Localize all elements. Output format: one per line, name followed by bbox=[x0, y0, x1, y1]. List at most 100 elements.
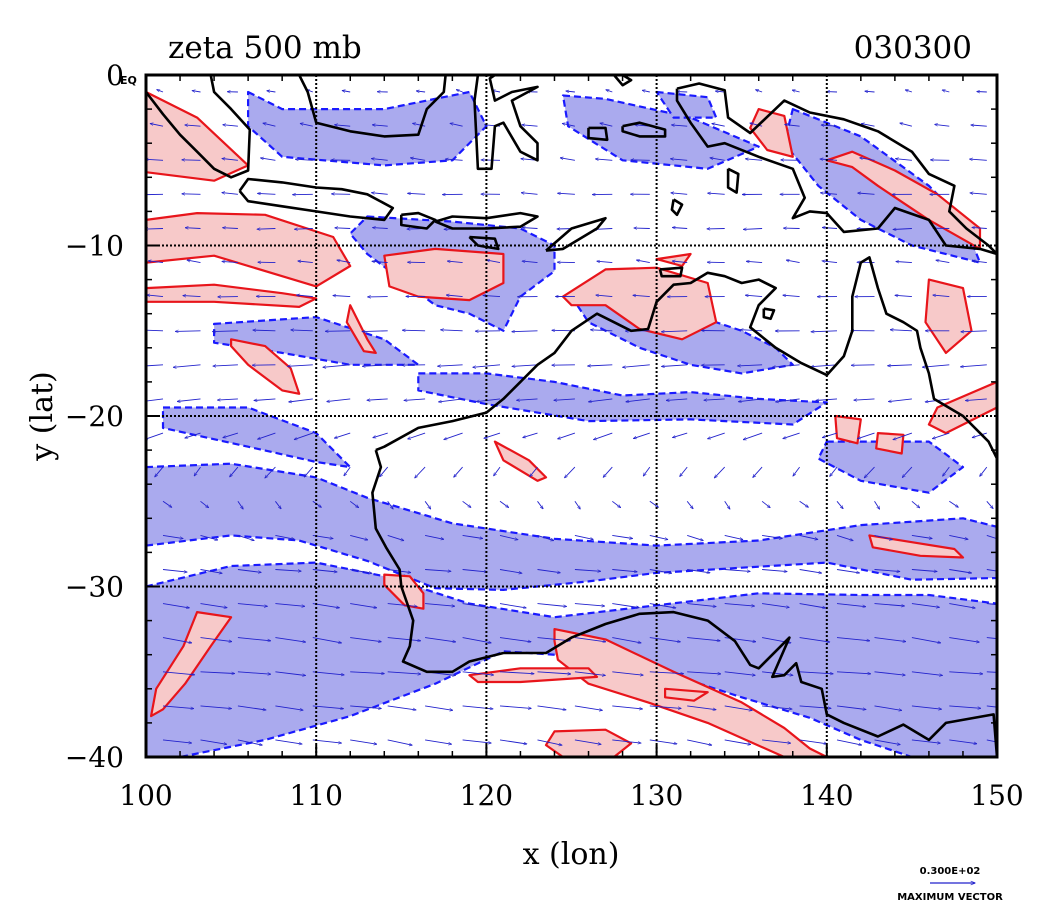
axis-ticks: 100 110 120 130 140 150 0 −10 −20 −30 −40 bbox=[65, 59, 1024, 812]
wind-vector bbox=[986, 534, 997, 540]
wind-vector bbox=[512, 364, 538, 367]
wind-vector bbox=[337, 260, 351, 264]
wind-vector bbox=[200, 671, 235, 674]
wind-vector bbox=[537, 569, 561, 573]
wind-vector bbox=[333, 296, 351, 297]
negative-region-11 bbox=[655, 90, 718, 119]
wind-vector bbox=[425, 739, 452, 744]
wind-vector bbox=[325, 331, 351, 332]
wind-vector bbox=[597, 261, 613, 262]
wind-vector bbox=[413, 123, 426, 127]
wind-vector bbox=[267, 91, 276, 92]
wind-vector bbox=[522, 125, 538, 126]
wind-vector bbox=[986, 671, 997, 673]
wind-vector bbox=[649, 671, 684, 674]
wind-vector bbox=[444, 432, 463, 440]
wind-vector bbox=[155, 466, 164, 477]
wind-vector bbox=[213, 365, 238, 366]
wind-vector bbox=[970, 193, 987, 194]
wind-vector bbox=[335, 125, 351, 126]
wind-vector bbox=[297, 295, 313, 298]
wind-vector bbox=[177, 398, 201, 402]
x-tick-label: 110 bbox=[289, 779, 342, 812]
wind-vector bbox=[911, 705, 942, 709]
wind-vector bbox=[537, 501, 544, 509]
wind-vector bbox=[237, 739, 263, 745]
wind-vector bbox=[162, 739, 192, 743]
wind-vector bbox=[626, 398, 650, 402]
wind-vector bbox=[237, 501, 243, 509]
wind-vector bbox=[743, 229, 763, 230]
wind-vector bbox=[612, 705, 642, 709]
wind-vector bbox=[200, 569, 223, 574]
wind-vector bbox=[595, 159, 613, 160]
wind-vector bbox=[762, 739, 791, 743]
wind-vector bbox=[686, 501, 693, 509]
wind-vector bbox=[888, 365, 912, 366]
wind-vector bbox=[574, 501, 580, 509]
wind-vector bbox=[265, 466, 276, 478]
wind-vector bbox=[799, 534, 818, 539]
wind-vector bbox=[762, 603, 789, 608]
wind-vector bbox=[275, 569, 301, 572]
wind-vector bbox=[603, 466, 613, 477]
wind-vector bbox=[261, 158, 276, 161]
wind-vector bbox=[537, 603, 567, 607]
wind-vector bbox=[258, 432, 276, 439]
wind-vector bbox=[762, 671, 793, 676]
wind-vector bbox=[334, 432, 351, 438]
wind-vector bbox=[612, 569, 637, 572]
wind-vector bbox=[439, 398, 463, 402]
wind-vector-field bbox=[146, 90, 997, 746]
wind-vector bbox=[799, 603, 826, 608]
wind-vector bbox=[289, 398, 313, 402]
wind-vector bbox=[200, 739, 227, 744]
wind-vector bbox=[213, 331, 238, 332]
wind-vector bbox=[537, 705, 567, 710]
wind-vector bbox=[162, 705, 194, 709]
wind-vector bbox=[986, 739, 997, 743]
x-tick-label: 140 bbox=[800, 779, 853, 812]
wind-vector bbox=[972, 227, 987, 228]
wind-vector bbox=[499, 739, 527, 744]
positive-region-6 bbox=[561, 266, 718, 341]
wind-vector bbox=[874, 569, 900, 572]
wind-vector bbox=[187, 260, 201, 264]
wind-vector bbox=[445, 159, 463, 160]
wind-vector bbox=[350, 739, 377, 744]
wind-vector bbox=[408, 432, 426, 439]
wind-vector bbox=[263, 123, 276, 127]
x-tick-label: 150 bbox=[970, 779, 1023, 812]
wind-vector bbox=[724, 705, 752, 711]
wind-vector bbox=[327, 398, 351, 402]
wind-vector bbox=[836, 501, 843, 508]
wind-vector bbox=[821, 125, 838, 126]
wind-vector bbox=[776, 398, 800, 402]
wind-vector bbox=[649, 739, 677, 744]
coastline-bali-lombok bbox=[399, 211, 437, 230]
wind-vector bbox=[312, 603, 340, 608]
wind-vector bbox=[977, 92, 987, 93]
wind-vector bbox=[836, 534, 853, 540]
wind-vector bbox=[372, 261, 388, 262]
wind-vector bbox=[830, 466, 838, 476]
wind-vector bbox=[146, 229, 164, 230]
positive-region-18 bbox=[544, 728, 633, 757]
wind-vector bbox=[783, 432, 800, 439]
wind-vector bbox=[888, 398, 912, 402]
wind-vector bbox=[157, 90, 164, 93]
wind-vector bbox=[574, 637, 606, 642]
wind-vector bbox=[537, 739, 563, 745]
y-tick-label: −30 bbox=[65, 571, 124, 604]
wind-vector bbox=[499, 637, 531, 642]
coastline-sumbawa-flores bbox=[434, 211, 539, 230]
wind-vector bbox=[566, 91, 575, 92]
wind-vector bbox=[895, 295, 912, 296]
wind-vector bbox=[237, 671, 271, 674]
wind-vector bbox=[936, 260, 950, 264]
wind-vector bbox=[874, 671, 906, 675]
wind-vector bbox=[162, 637, 192, 643]
wind-vector bbox=[294, 432, 313, 440]
wind-vector bbox=[537, 671, 571, 674]
